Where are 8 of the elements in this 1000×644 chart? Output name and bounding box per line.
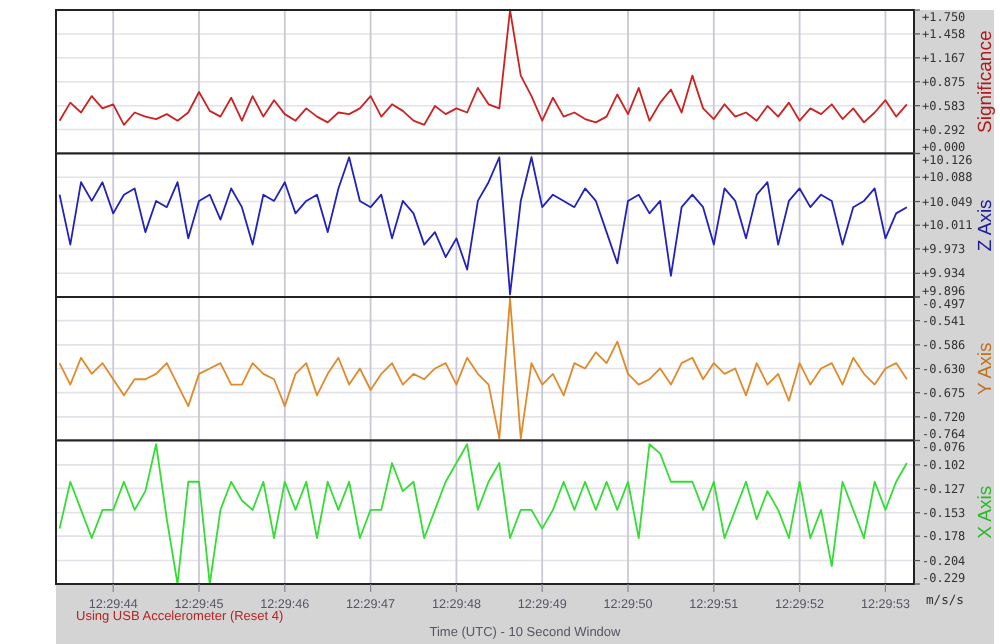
line-series [58, 297, 908, 440]
y-axis-title: Z Axis [974, 198, 997, 252]
line-series [58, 443, 908, 585]
line-series [58, 156, 908, 296]
line-series [58, 9, 908, 126]
y-axis-title: X Axis [974, 485, 997, 539]
y-axis-title: Significance [974, 30, 997, 133]
y-axis-title: Y Axis [974, 342, 997, 395]
